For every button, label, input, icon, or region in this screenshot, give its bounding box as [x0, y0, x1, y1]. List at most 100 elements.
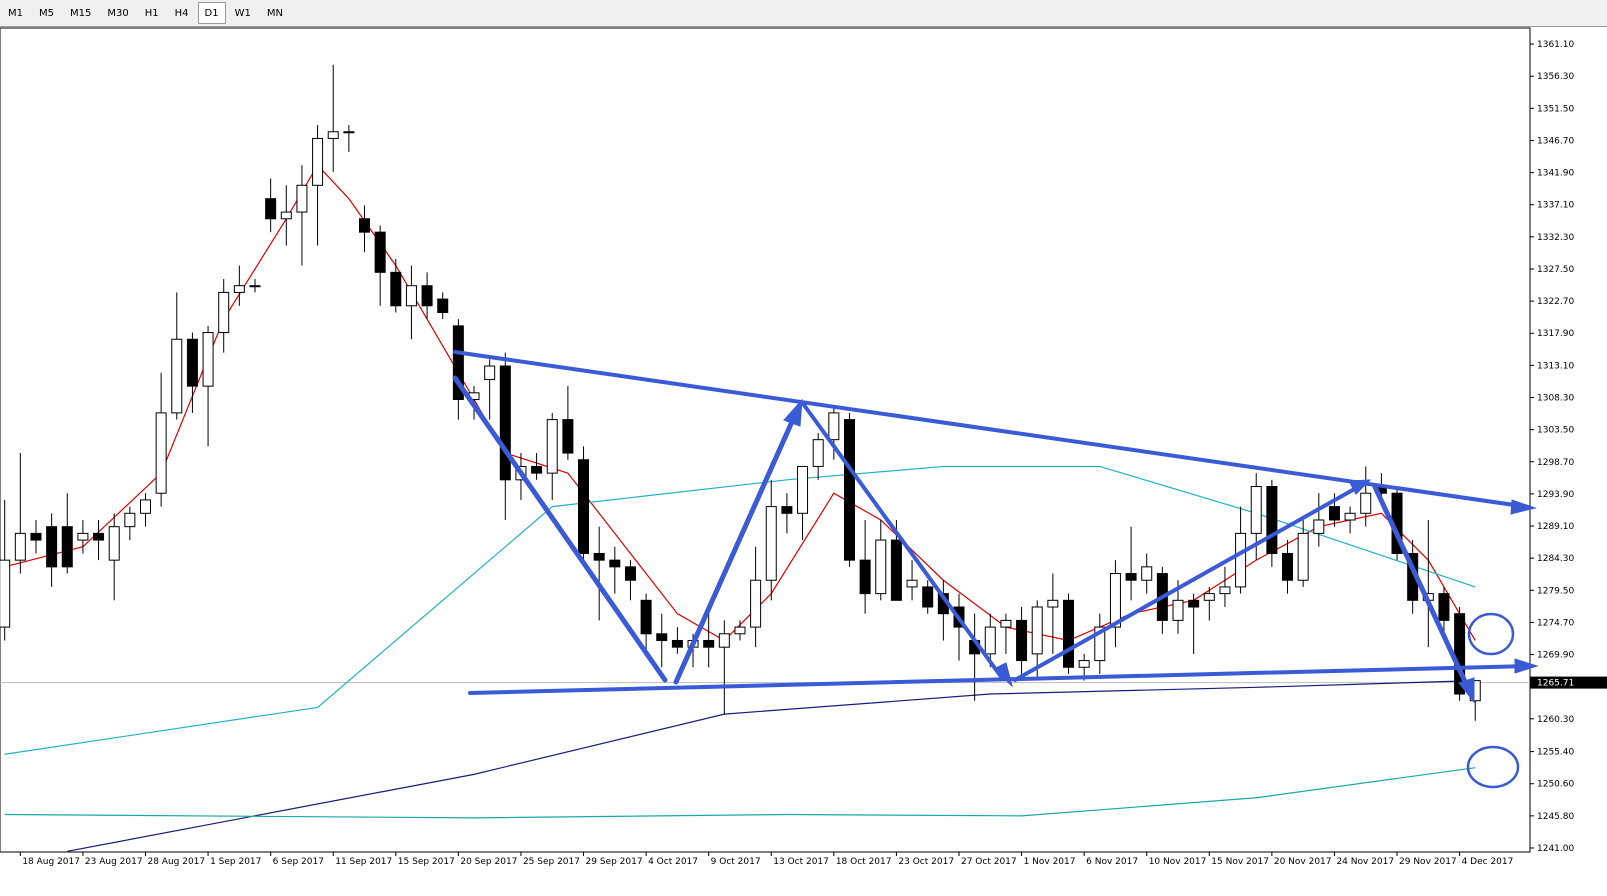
timeframe-button[interactable]: H1	[144, 8, 159, 19]
candle-body	[843, 419, 855, 561]
y-tick-label: 1341.90	[1537, 169, 1574, 179]
x-tick-label: 24 Nov 2017	[1336, 857, 1394, 867]
y-tick-label: 1351.50	[1537, 104, 1574, 114]
x-tick-label: 1 Nov 2017	[1024, 857, 1076, 867]
timeframe-button[interactable]: H4	[174, 8, 189, 19]
y-tick-label: 1332.30	[1537, 233, 1574, 243]
candle-body	[609, 559, 621, 568]
timeframe-button[interactable]: M15	[70, 8, 92, 19]
y-tick-label: 1241.00	[1537, 844, 1574, 854]
timeframe-button[interactable]: MN	[266, 8, 283, 19]
arrowhead	[783, 398, 803, 427]
x-tick-label: 11 Sep 2017	[335, 857, 392, 867]
candle-body	[327, 131, 339, 139]
y-tick-label: 1255.40	[1537, 748, 1574, 758]
moving-average	[67, 680, 1476, 852]
candle-body	[1282, 552, 1294, 581]
candle-body	[1438, 593, 1450, 621]
candle-body	[343, 131, 355, 134]
candle-body	[1047, 599, 1059, 608]
arrowhead	[1510, 499, 1537, 515]
candle-body	[1235, 532, 1247, 588]
drawings	[452, 350, 1539, 789]
candle-body	[1031, 606, 1043, 655]
y-tick-label: 1284.30	[1537, 554, 1574, 564]
candle-body	[656, 633, 668, 641]
candle-body	[437, 298, 449, 313]
candle-body	[765, 506, 777, 581]
candle-body	[265, 198, 277, 220]
highlight-circle	[1466, 745, 1520, 789]
x-tick-label: 9 Oct 2017	[711, 857, 761, 867]
candle-body	[374, 231, 386, 273]
highlight-circle	[1467, 612, 1515, 656]
candle-body	[797, 465, 809, 514]
y-tick-label: 1356.30	[1537, 72, 1574, 82]
x-tick-label: 28 Aug 2017	[147, 857, 205, 867]
candle-body	[1016, 619, 1028, 662]
y-tick-label: 1279.50	[1537, 586, 1574, 596]
x-tick-label: 27 Oct 2017	[961, 857, 1017, 867]
timeframe-toolbar: M1 M5 M15 M30 H1 H4 D1 W1 MN	[0, 0, 1607, 27]
x-tick-label: 18 Aug 2017	[22, 857, 80, 867]
y-tick-label: 1269.90	[1537, 651, 1574, 661]
candle-body	[1109, 573, 1121, 628]
x-tick-label: 6 Nov 2017	[1086, 857, 1138, 867]
candle-body	[405, 285, 417, 307]
candle-body	[828, 412, 840, 441]
candle-body	[1141, 566, 1153, 581]
candle-body	[859, 559, 871, 595]
y-tick-label: 1337.10	[1537, 201, 1574, 211]
x-tick-label: 1 Sep 2017	[210, 857, 261, 867]
x-tick-label: 6 Sep 2017	[273, 857, 324, 867]
candle-body	[139, 499, 151, 514]
candle-body	[1125, 573, 1137, 581]
candle-body	[124, 512, 136, 528]
candle-body	[1203, 593, 1215, 601]
timeframe-button[interactable]: M30	[107, 8, 129, 19]
arrowhead	[1514, 658, 1539, 674]
candle-body	[280, 211, 292, 220]
y-tick-label: 1250.60	[1537, 780, 1574, 790]
candle-body	[750, 579, 762, 628]
candle-body	[359, 218, 371, 233]
candle-body	[484, 365, 496, 380]
candle-body	[1000, 619, 1012, 628]
candle-body	[296, 184, 308, 213]
x-tick-label: 13 Oct 2017	[773, 857, 829, 867]
y-tick-label: 1346.70	[1537, 136, 1574, 146]
candle-body	[108, 526, 120, 561]
arrowhead	[1458, 677, 1475, 704]
y-tick-label: 1298.70	[1537, 458, 1574, 468]
candle-body	[718, 633, 730, 648]
x-tick-label: 20 Nov 2017	[1274, 857, 1332, 867]
timeframe-button[interactable]: M1	[8, 8, 23, 19]
candle-body	[1266, 486, 1278, 554]
y-tick-label: 1260.30	[1537, 715, 1574, 725]
candle-body	[390, 271, 402, 307]
wave-arrow	[802, 403, 1004, 680]
candle-body	[1094, 626, 1106, 662]
candle-body	[1297, 532, 1309, 581]
x-tick-label: 10 Nov 2017	[1149, 857, 1207, 867]
timeframe-button[interactable]: W1	[234, 8, 251, 19]
y-tick-label: 1317.90	[1537, 329, 1574, 339]
candle-body	[93, 532, 105, 541]
x-tick-label: 4 Oct 2017	[648, 857, 698, 867]
candle-body	[312, 137, 324, 186]
candle-body	[0, 559, 11, 628]
candle-body	[46, 526, 58, 568]
x-tick-label: 15 Nov 2017	[1211, 857, 1269, 867]
y-tick-label: 1303.50	[1537, 426, 1574, 436]
x-tick-label: 23 Aug 2017	[85, 857, 143, 867]
timeframe-button[interactable]: D1	[197, 2, 226, 24]
candle-body	[812, 439, 824, 467]
candle-body	[1188, 599, 1200, 608]
candle-body	[922, 586, 934, 608]
candle-body	[640, 599, 652, 635]
candle-body	[1078, 660, 1090, 668]
timeframe-button[interactable]: M5	[39, 8, 54, 19]
x-tick-label: 15 Sep 2017	[398, 857, 455, 867]
candle-body	[171, 338, 183, 414]
